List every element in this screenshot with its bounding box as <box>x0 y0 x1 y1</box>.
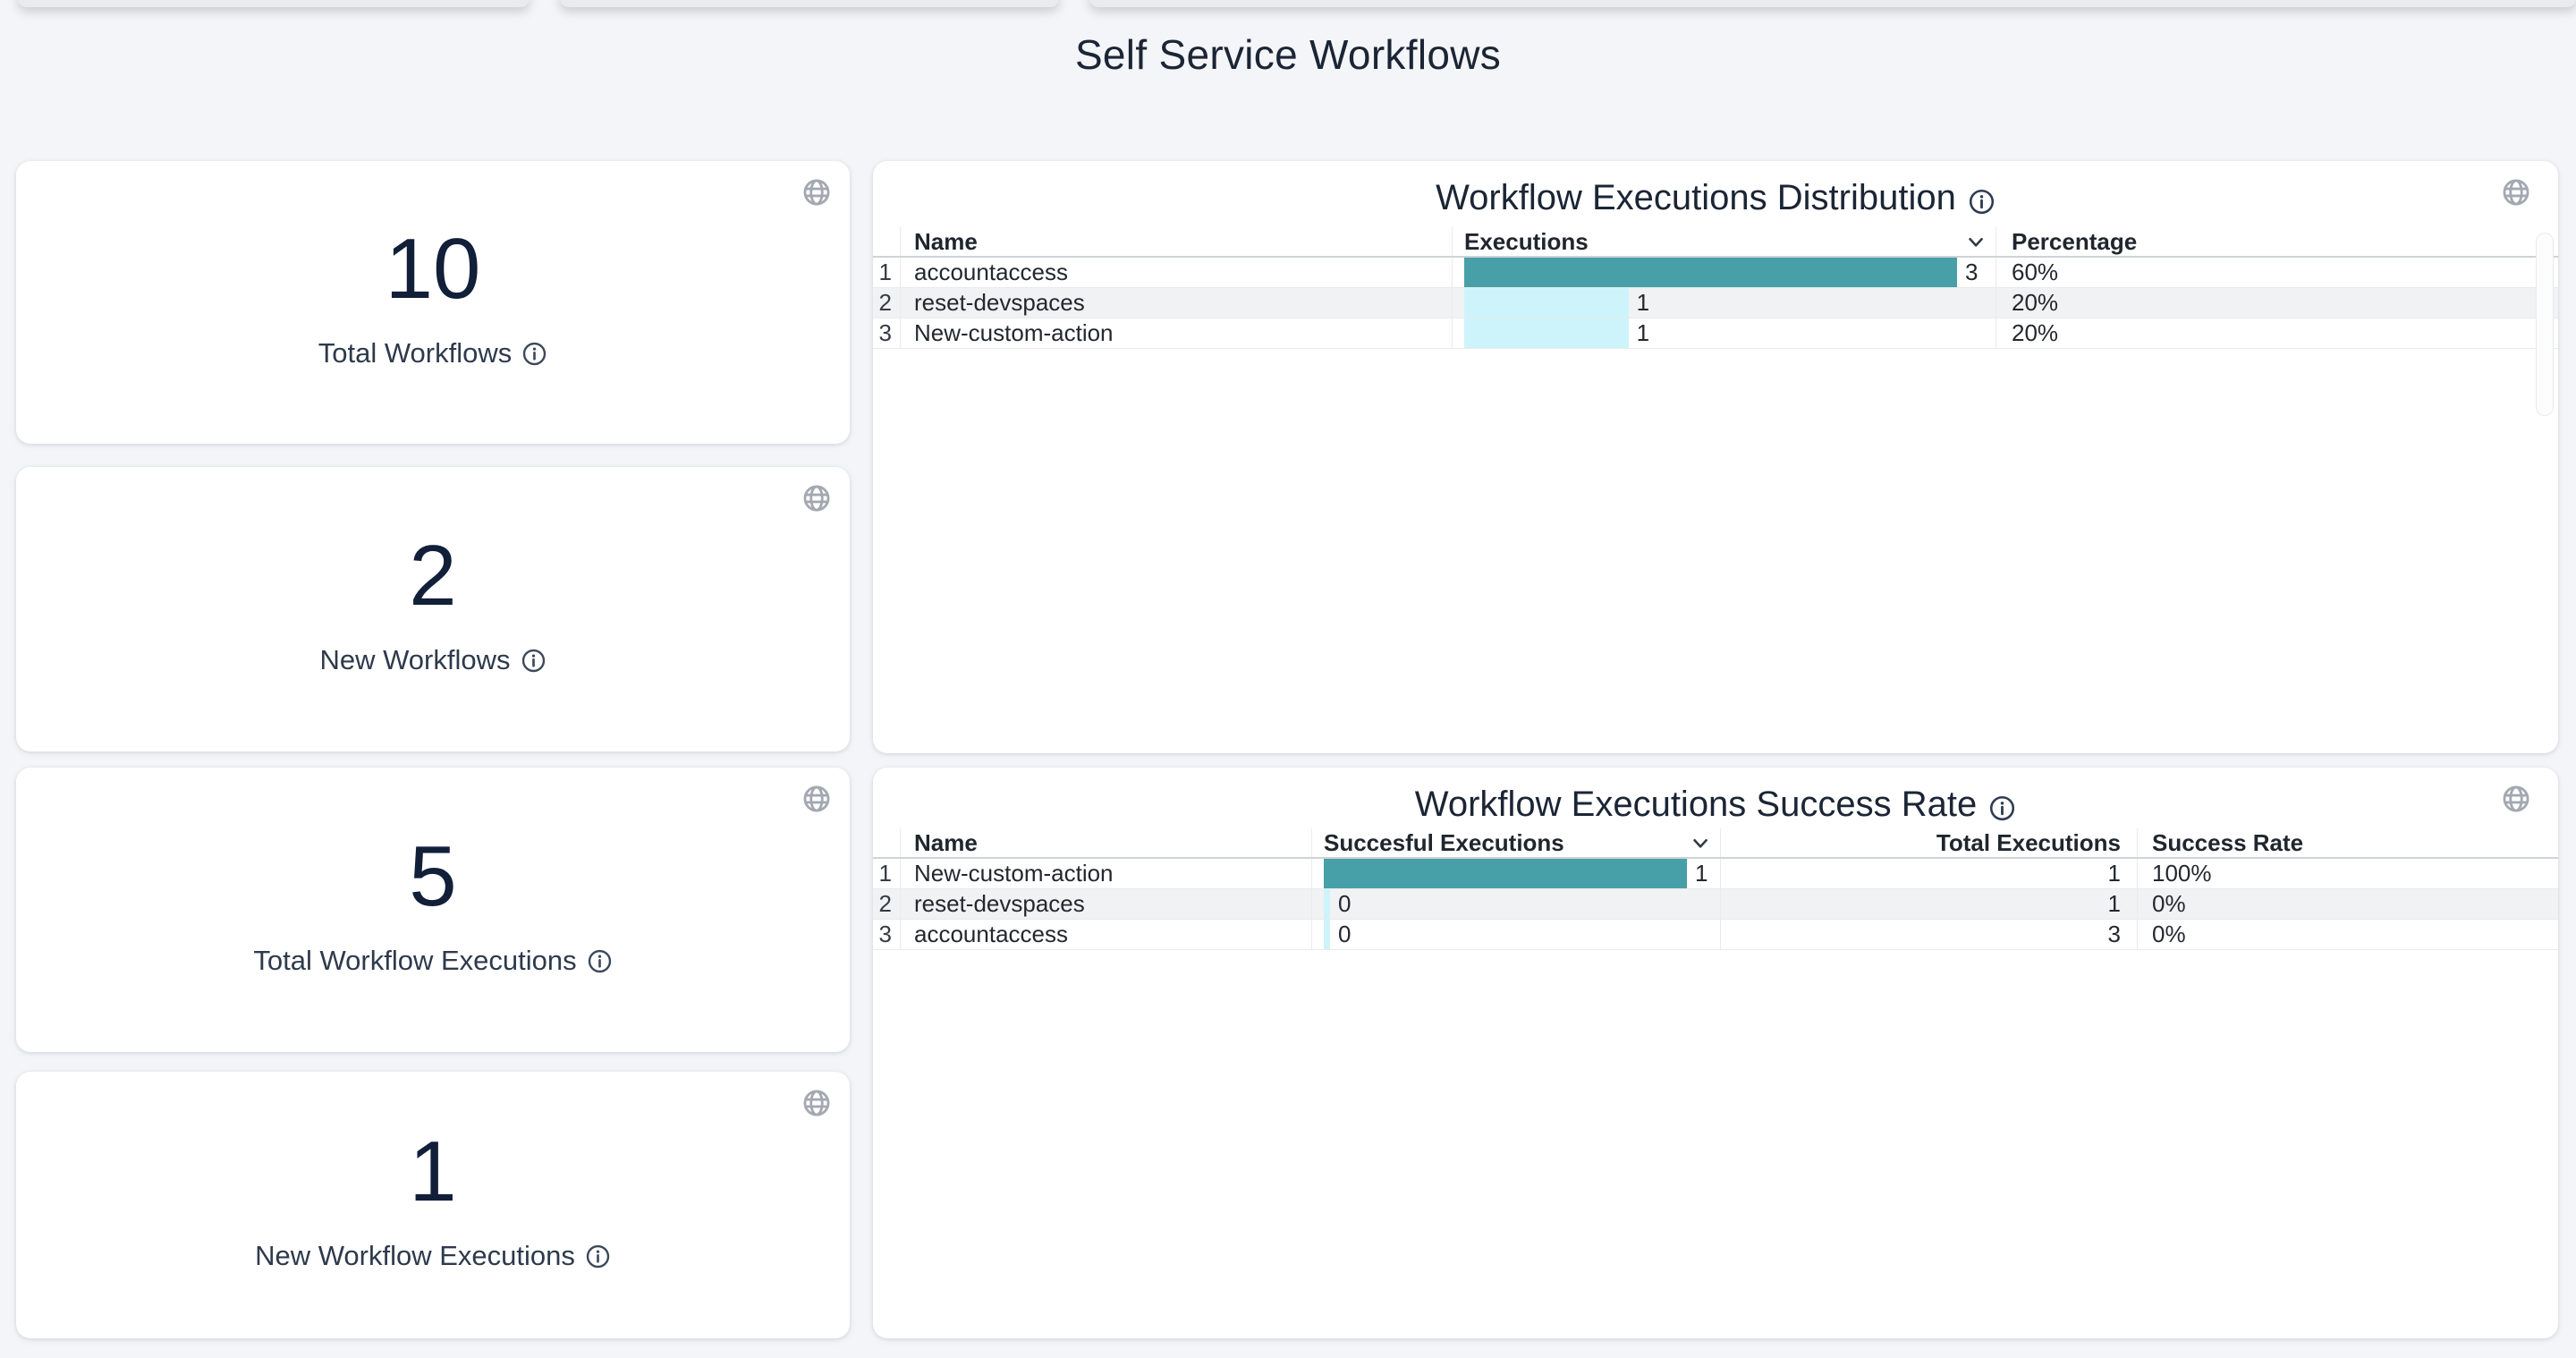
successful-executions-bar <box>1324 859 1687 888</box>
workflow-name: accountaccess <box>900 920 1311 949</box>
row-index: 3 <box>878 921 892 947</box>
stat-label: New Workflow Executions <box>255 1240 575 1272</box>
globe-icon[interactable] <box>801 483 832 513</box>
workflow-name: reset-devspaces <box>900 288 1452 318</box>
successful-executions-column-header[interactable]: Succesful Executions <box>1311 828 1720 857</box>
stat-label: New Workflows <box>319 644 511 676</box>
executions-value: 1 <box>1636 319 1650 346</box>
executions-value: 1 <box>1636 289 1650 316</box>
executions-value: 3 <box>1965 259 1979 285</box>
workflow-name: New-custom-action <box>900 318 1452 348</box>
successful-executions-bar <box>1324 889 1330 919</box>
stat-card-new-workflows: 2 New Workflows <box>16 467 850 751</box>
workflow-name: reset-devspaces <box>900 889 1311 919</box>
panel-scrollbar[interactable] <box>2536 233 2554 416</box>
globe-icon[interactable] <box>801 177 832 208</box>
table-row: 1 accountaccess 3 60% <box>873 258 2558 288</box>
stat-value: 5 <box>409 828 457 924</box>
row-index: 2 <box>878 289 892 316</box>
workflow-name: accountaccess <box>900 258 1452 287</box>
info-icon[interactable] <box>587 948 613 974</box>
workflow-name: New-custom-action <box>900 859 1311 888</box>
successful-executions-value: 0 <box>1338 921 1352 947</box>
stat-value: 2 <box>409 527 457 624</box>
sort-desc-chevron-icon[interactable] <box>1963 230 1987 253</box>
total-executions-column-header[interactable]: Total Executions <box>1720 828 2137 857</box>
stat-label: Total Workflow Executions <box>253 945 577 977</box>
info-icon[interactable] <box>521 341 547 367</box>
stat-card-total-workflows: 10 Total Workflows <box>16 161 850 444</box>
cutoff-card-above-1 <box>18 0 530 7</box>
info-icon[interactable] <box>1988 791 2016 821</box>
table-header-row: Name Succesful Executions Total Executio… <box>873 828 2558 859</box>
successful-executions-value: 1 <box>1695 860 1708 887</box>
globe-icon[interactable] <box>801 784 832 814</box>
stat-label: Total Workflows <box>318 337 513 369</box>
workflow-executions-success-rate-panel: Workflow Executions Success Rate Name Su… <box>873 768 2558 1338</box>
row-index: 1 <box>878 860 892 887</box>
table-row: 3 accountaccess 0 3 0% <box>873 920 2558 950</box>
table-row: 3 New-custom-action 1 20% <box>873 318 2558 349</box>
panel-title: Workflow Executions Success Rate <box>1414 785 1978 824</box>
info-icon[interactable] <box>585 1243 611 1269</box>
success-rate-column-header[interactable]: Success Rate <box>2137 828 2558 857</box>
successful-executions-bar-cell: 0 <box>1311 920 1720 949</box>
executions-column-header[interactable]: Executions <box>1452 227 1996 256</box>
executions-bar-cell: 1 <box>1452 318 1996 348</box>
success-rate-value: 0% <box>2137 889 2558 919</box>
executions-bar-cell: 3 <box>1452 258 1996 287</box>
success-rate-table: Name Succesful Executions Total Executio… <box>873 828 2558 950</box>
cutoff-card-above-3 <box>1089 0 2576 7</box>
total-executions-value: 1 <box>1720 859 2137 888</box>
distribution-table: Name Executions Percentage 1 accountacce… <box>873 227 2558 349</box>
percentage-value: 60% <box>1996 258 2558 287</box>
table-row: 2 reset-devspaces 0 1 0% <box>873 889 2558 920</box>
total-executions-value: 3 <box>1720 920 2137 949</box>
total-executions-value: 1 <box>1720 889 2137 919</box>
name-column-header[interactable]: Name <box>900 828 1311 857</box>
stat-card-total-workflow-executions: 5 Total Workflow Executions <box>16 768 850 1052</box>
table-header-row: Name Executions Percentage <box>873 227 2558 258</box>
stat-card-new-workflow-executions: 1 New Workflow Executions <box>16 1072 850 1338</box>
executions-bar <box>1464 288 1629 318</box>
info-icon[interactable] <box>1968 184 1996 215</box>
percentage-value: 20% <box>1996 288 2558 318</box>
success-rate-value: 0% <box>2137 920 2558 949</box>
row-index: 1 <box>878 259 892 285</box>
successful-executions-bar <box>1324 920 1330 949</box>
index-column-header <box>873 828 900 857</box>
globe-icon[interactable] <box>801 1088 832 1118</box>
row-index: 2 <box>878 890 892 917</box>
success-rate-value: 100% <box>2137 859 2558 888</box>
percentage-value: 20% <box>1996 318 2558 348</box>
stat-value: 10 <box>385 220 481 317</box>
panel-title: Workflow Executions Distribution <box>1436 178 1956 217</box>
table-row: 1 New-custom-action 1 1 100% <box>873 859 2558 889</box>
info-icon[interactable] <box>521 648 547 674</box>
stat-value: 1 <box>409 1123 457 1219</box>
table-row: 2 reset-devspaces 1 20% <box>873 288 2558 318</box>
row-index: 3 <box>878 319 892 346</box>
index-column-header <box>873 227 900 256</box>
successful-executions-bar-cell: 0 <box>1311 889 1720 919</box>
successful-executions-value: 0 <box>1338 890 1352 917</box>
workflow-executions-distribution-panel: Workflow Executions Distribution Name Ex… <box>873 161 2558 753</box>
executions-bar-cell: 1 <box>1452 288 1996 318</box>
cutoff-card-above-2 <box>560 0 1059 7</box>
successful-executions-bar-cell: 1 <box>1311 859 1720 888</box>
sort-desc-chevron-icon[interactable] <box>1688 831 1711 854</box>
page-title: Self Service Workflows <box>1074 31 1502 78</box>
percentage-column-header[interactable]: Percentage <box>1996 227 2558 256</box>
name-column-header[interactable]: Name <box>900 227 1452 256</box>
executions-bar <box>1464 258 1957 287</box>
executions-bar <box>1464 318 1629 348</box>
